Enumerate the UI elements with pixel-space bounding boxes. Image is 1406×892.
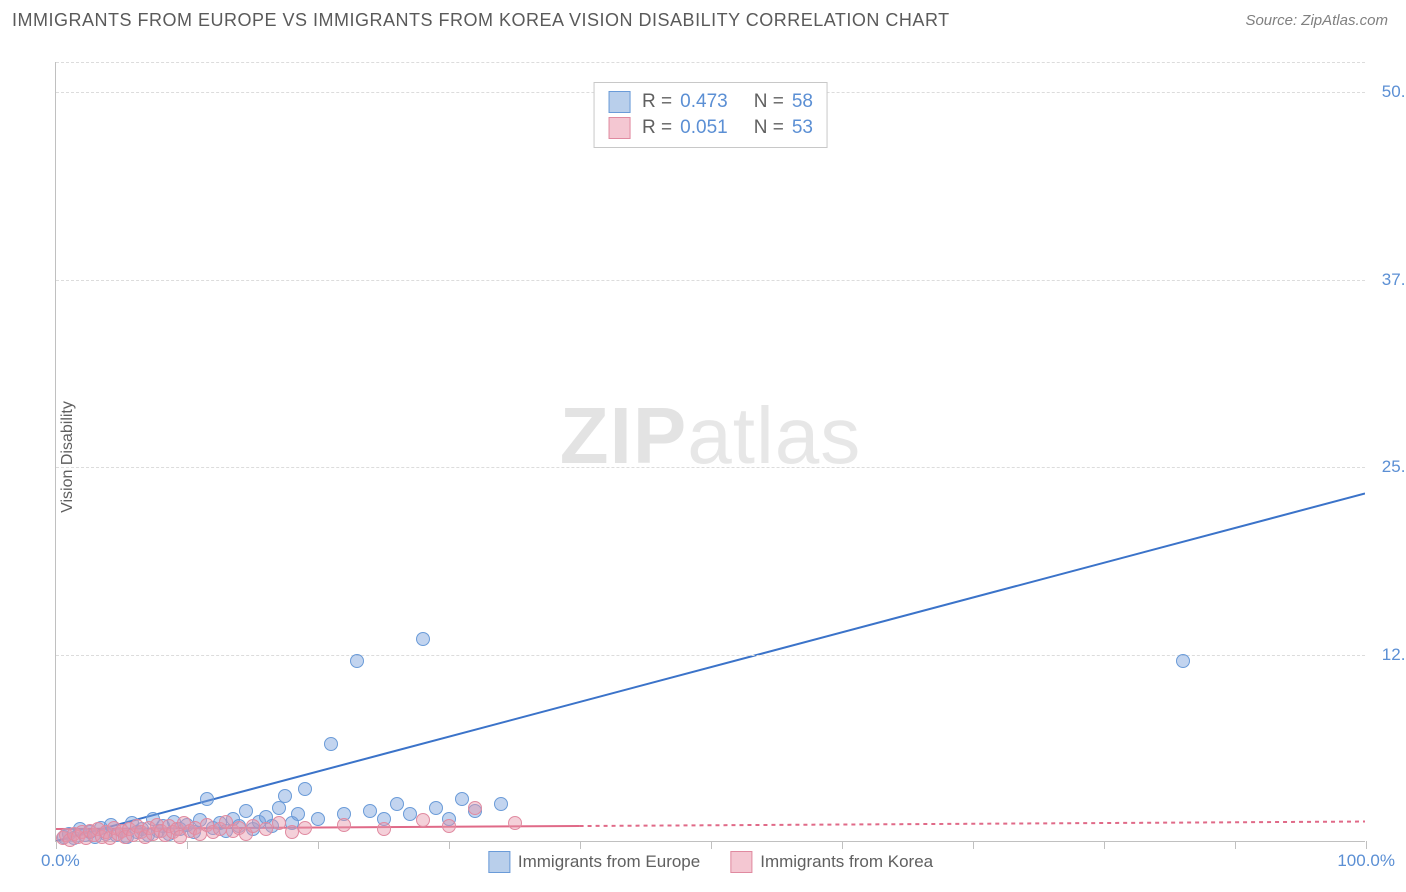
scatter-point bbox=[246, 819, 260, 833]
x-tick bbox=[711, 841, 712, 849]
legend-series-item: Immigrants from Europe bbox=[488, 851, 700, 873]
legend-swatch bbox=[608, 117, 630, 139]
n-value: 58 bbox=[792, 91, 813, 113]
scatter-point bbox=[291, 807, 305, 821]
x-tick bbox=[842, 841, 843, 849]
scatter-point bbox=[259, 822, 273, 836]
scatter-point bbox=[200, 792, 214, 806]
grid-line bbox=[56, 655, 1365, 656]
x-tick bbox=[187, 841, 188, 849]
grid-line bbox=[56, 467, 1365, 468]
scatter-point bbox=[468, 801, 482, 815]
y-tick-label: 37.5% bbox=[1382, 270, 1406, 290]
r-label: R = bbox=[642, 117, 672, 139]
legend-series-item: Immigrants from Korea bbox=[730, 851, 933, 873]
scatter-point bbox=[390, 797, 404, 811]
r-value: 0.051 bbox=[680, 117, 728, 139]
scatter-point bbox=[298, 821, 312, 835]
scatter-point bbox=[350, 654, 364, 668]
x-axis-min-label: 0.0% bbox=[41, 851, 80, 871]
scatter-point bbox=[272, 801, 286, 815]
grid-line bbox=[56, 280, 1365, 281]
legend-series-label: Immigrants from Korea bbox=[760, 852, 933, 872]
y-tick-label: 12.5% bbox=[1382, 645, 1406, 665]
scatter-point bbox=[1176, 654, 1190, 668]
legend-swatch bbox=[608, 91, 630, 113]
legend-swatch bbox=[730, 851, 752, 873]
chart-title: IMMIGRANTS FROM EUROPE VS IMMIGRANTS FRO… bbox=[12, 10, 950, 31]
legend-series-label: Immigrants from Europe bbox=[518, 852, 700, 872]
scatter-point bbox=[494, 797, 508, 811]
legend-correlation-row: R = 0.051 N = 53 bbox=[608, 115, 813, 141]
n-value: 53 bbox=[792, 117, 813, 139]
n-label: N = bbox=[754, 91, 784, 113]
scatter-point bbox=[285, 825, 299, 839]
legend-correlation-row: R = 0.473 N = 58 bbox=[608, 89, 813, 115]
x-tick bbox=[580, 841, 581, 849]
source-attribution: Source: ZipAtlas.com bbox=[1245, 12, 1388, 29]
x-tick bbox=[449, 841, 450, 849]
scatter-point bbox=[324, 737, 338, 751]
x-tick bbox=[318, 841, 319, 849]
watermark: ZIPatlas bbox=[560, 390, 861, 482]
x-axis-max-label: 100.0% bbox=[1337, 851, 1395, 871]
scatter-point bbox=[239, 804, 253, 818]
scatter-point bbox=[403, 807, 417, 821]
plot-area: ZIPatlas R =0.473N =58R =0.051N =53 0.0%… bbox=[55, 62, 1365, 842]
x-tick bbox=[1104, 841, 1105, 849]
x-tick bbox=[973, 841, 974, 849]
n-label: N = bbox=[754, 117, 784, 139]
scatter-point bbox=[278, 789, 292, 803]
scatter-point bbox=[429, 801, 443, 815]
scatter-point bbox=[363, 804, 377, 818]
chart-container: Vision Disability ZIPatlas R =0.473N =58… bbox=[30, 42, 1390, 872]
trend-lines-svg bbox=[56, 62, 1365, 841]
trend-line-extension bbox=[580, 822, 1365, 826]
r-label: R = bbox=[642, 91, 672, 113]
series-legend: Immigrants from Europe Immigrants from Ko… bbox=[488, 851, 933, 873]
scatter-point bbox=[416, 813, 430, 827]
scatter-point bbox=[272, 816, 286, 830]
scatter-point bbox=[311, 812, 325, 826]
legend-swatch bbox=[488, 851, 510, 873]
correlation-legend: R = 0.473 N = 58 R = 0.051 N = 53 bbox=[593, 82, 828, 148]
scatter-point bbox=[416, 632, 430, 646]
x-tick bbox=[1235, 841, 1236, 849]
scatter-point bbox=[442, 819, 456, 833]
scatter-point bbox=[377, 822, 391, 836]
y-tick-label: 25.0% bbox=[1382, 457, 1406, 477]
y-tick-label: 50.0% bbox=[1382, 82, 1406, 102]
trend-line bbox=[56, 493, 1365, 841]
grid-line bbox=[56, 62, 1365, 63]
scatter-point bbox=[508, 816, 522, 830]
scatter-point bbox=[455, 792, 469, 806]
scatter-point bbox=[337, 818, 351, 832]
r-value: 0.473 bbox=[680, 91, 728, 113]
scatter-point bbox=[298, 782, 312, 796]
x-tick bbox=[1366, 841, 1367, 849]
